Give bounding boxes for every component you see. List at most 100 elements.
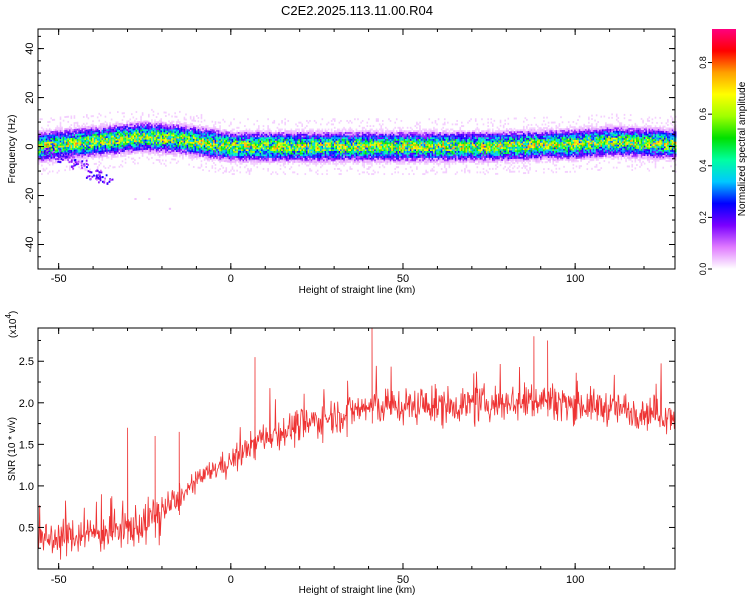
spectrogram-cell	[140, 119, 142, 122]
spectrogram-cell	[321, 161, 324, 164]
spectrogram-cell	[203, 119, 206, 122]
spectrogram-cell	[350, 142, 353, 145]
spectrogram-cell	[205, 131, 207, 134]
spectrogram-cell	[399, 131, 401, 134]
spectrogram-cell	[144, 120, 147, 123]
spectrogram-cell	[62, 155, 65, 158]
spectrogram-cell	[199, 130, 201, 133]
spectrogram-cell	[337, 162, 339, 165]
spectrogram-cell	[158, 147, 161, 150]
spectrogram-cell	[399, 161, 401, 164]
spectrogram-cell	[366, 135, 369, 138]
spectrogram-cell	[161, 149, 164, 152]
spectrogram-cell	[378, 149, 381, 152]
spectrogram-cell	[154, 134, 156, 137]
spectrogram-cell	[75, 121, 77, 124]
spectrogram-cell	[380, 143, 383, 146]
spectrogram-cell	[76, 121, 79, 124]
spectrogram-cell	[151, 120, 153, 123]
spectrogram-cell	[233, 149, 235, 152]
spectrogram-cell	[117, 148, 119, 151]
spectrogram-cell	[90, 125, 93, 128]
spectrogram-cell	[248, 173, 251, 176]
spectrogram-cell	[56, 125, 59, 128]
spectrogram-cell	[107, 129, 110, 132]
spectrogram-cell	[261, 159, 263, 162]
spectrogram-cell	[135, 126, 138, 129]
spectrogram-cell	[287, 133, 290, 136]
spectrogram-cell	[217, 157, 220, 160]
spectrogram-cell	[369, 149, 372, 152]
spectrogram-cell	[188, 136, 190, 139]
spectrogram-cell	[395, 157, 398, 160]
spectrogram-cell	[113, 123, 116, 126]
spectrogram-cell	[50, 146, 52, 149]
spectrogram-cell	[278, 157, 280, 160]
spectrogram-cell	[175, 150, 178, 153]
spectrogram-cell	[400, 135, 403, 138]
spectrogram-cell	[392, 131, 395, 134]
spectrogram-cell	[118, 152, 121, 154]
spectrogram-cell	[374, 142, 376, 145]
spectrogram-cell	[197, 125, 200, 128]
spectrogram-cell	[394, 121, 396, 124]
spectrogram-cell	[157, 128, 159, 131]
spectrogram-cell	[124, 148, 127, 150]
spectrogram-cell	[50, 141, 52, 144]
spectrogram-cell	[76, 159, 79, 162]
spectrogram-cell	[326, 169, 328, 172]
spectrogram-cell	[377, 150, 379, 153]
spectrogram-cell	[388, 130, 390, 133]
spectrogram-cell	[371, 137, 373, 140]
spectrogram-cell	[51, 156, 54, 159]
spectrogram-cell	[230, 159, 232, 162]
spectrogram-cell	[177, 127, 180, 130]
spectrogram-cell	[230, 149, 232, 151]
spectrogram-cell	[358, 154, 361, 157]
spectrogram-cell	[175, 126, 178, 129]
spectrogram-cell	[200, 160, 203, 163]
spectrogram-cell	[199, 144, 201, 147]
spectrogram-cell	[228, 153, 231, 156]
spectrogram-cell	[397, 145, 400, 148]
spectrogram-cell	[48, 156, 51, 159]
spectrogram-cell	[341, 133, 344, 136]
spectrogram-cell	[96, 150, 99, 153]
spectrogram-cell	[197, 140, 200, 143]
spectrogram-cell	[82, 126, 85, 129]
spectrogram-cell	[352, 155, 355, 158]
spectrogram-cell	[400, 154, 403, 157]
spectrogram-cell	[192, 150, 195, 153]
spectrogram-cell	[104, 132, 107, 135]
spectrogram-cell	[388, 142, 390, 145]
spectrogram-cell	[92, 125, 94, 128]
spectrogram-cell	[209, 158, 212, 161]
spectrogram-cell	[296, 149, 299, 152]
spectrogram-cell	[180, 128, 183, 131]
spectrogram-cell	[222, 156, 224, 159]
spectrogram-cell	[140, 134, 142, 137]
spectrogram-cell	[275, 157, 277, 160]
spectrogram-cell	[214, 141, 217, 144]
spectrogram-cell	[248, 137, 251, 140]
spectrogram-cell	[296, 159, 299, 162]
spectrogram-cell	[302, 140, 305, 143]
spectrogram-cell	[106, 154, 108, 157]
spectrogram-cell	[124, 153, 127, 156]
spectrogram-cell	[179, 143, 181, 146]
spectrogram-cell	[213, 134, 215, 137]
spectrogram-cell	[354, 140, 356, 143]
spectrogram-cell	[248, 130, 251, 133]
spectrogram-cell	[216, 138, 218, 141]
spectrogram-cell	[262, 137, 265, 140]
spectrogram-cell	[323, 138, 325, 141]
spectrogram-cell	[380, 149, 383, 152]
spectrogram-cell	[287, 135, 290, 138]
spectrogram-cell	[200, 131, 203, 134]
spectrogram-cell	[368, 149, 370, 152]
spectrogram-cell	[253, 133, 255, 136]
spectrogram-cell	[256, 150, 259, 153]
spectrogram-cell	[220, 140, 223, 143]
spectrogram-cell	[321, 143, 324, 146]
spectrogram-cell	[138, 145, 141, 147]
